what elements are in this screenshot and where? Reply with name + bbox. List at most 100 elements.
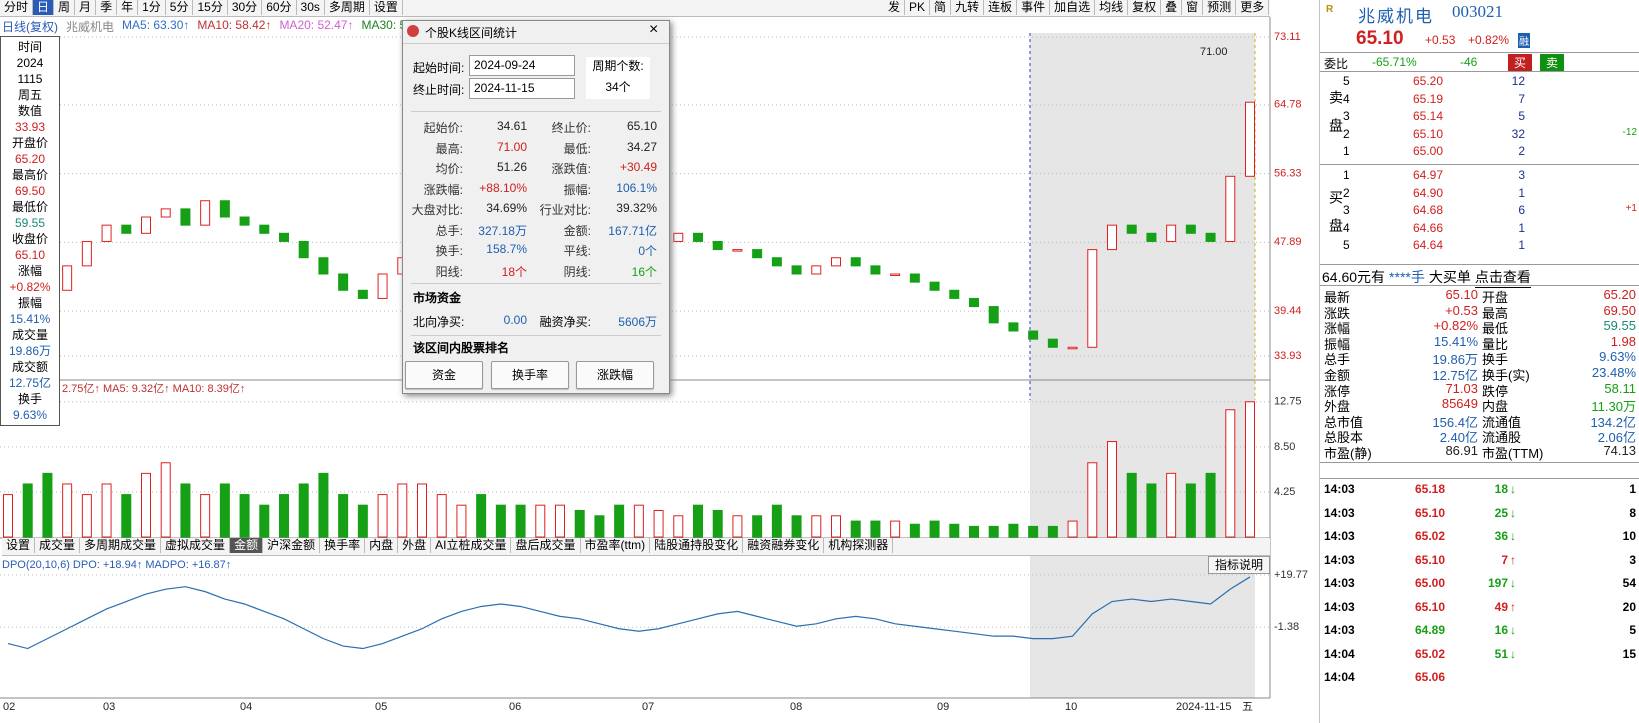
toolbar-button[interactable]: 5分 bbox=[166, 0, 194, 15]
dialog-sep bbox=[411, 111, 661, 112]
toolbar-button[interactable]: 事件 bbox=[1017, 0, 1051, 15]
x-tick-label: 07 bbox=[642, 701, 654, 713]
toolbar-button[interactable]: 30分 bbox=[228, 0, 263, 15]
y-tick-label: 8.50 bbox=[1274, 441, 1295, 453]
candle bbox=[219, 200, 230, 218]
dialog-button[interactable]: 资金 bbox=[405, 361, 483, 389]
tab[interactable]: 外盘 bbox=[398, 538, 432, 553]
candle bbox=[160, 208, 171, 218]
info-line: 时间 bbox=[17, 40, 42, 54]
tab[interactable]: 设置 bbox=[2, 538, 36, 553]
dialog-button[interactable]: 换手率 bbox=[491, 361, 569, 389]
book-vol: 5 bbox=[1518, 109, 1525, 123]
tick-num: 10 bbox=[1622, 529, 1636, 543]
toolbar-button[interactable]: 发 bbox=[884, 0, 906, 15]
candle bbox=[870, 265, 881, 275]
date-input[interactable]: 2024-11-15 bbox=[469, 78, 575, 99]
info-line: 19.86万 bbox=[8, 344, 52, 358]
toolbar-button[interactable]: 日 bbox=[33, 0, 55, 15]
stat-value: 71.00 bbox=[496, 139, 527, 154]
toolbar-button[interactable]: 复权 bbox=[1128, 0, 1162, 15]
toolbar-button[interactable]: 九转 bbox=[951, 0, 985, 15]
stat-label: 总手: bbox=[435, 223, 463, 238]
book-change: -12 bbox=[1622, 126, 1637, 138]
sep bbox=[1320, 71, 1639, 72]
y-tick-label: 39.44 bbox=[1274, 305, 1302, 317]
info-line: 15.41% bbox=[9, 312, 51, 326]
book-vol: 7 bbox=[1518, 91, 1525, 106]
toolbar-button[interactable]: 简 bbox=[930, 0, 952, 15]
indicator-help[interactable]: 指标说明 bbox=[1208, 556, 1271, 574]
tab[interactable]: 虚拟成交量 bbox=[161, 538, 231, 553]
candle bbox=[180, 208, 191, 226]
toolbar-button[interactable]: 叠 bbox=[1161, 0, 1183, 15]
toolbar-button[interactable]: 分时 bbox=[0, 0, 34, 15]
toolbar-button[interactable]: 预测 bbox=[1203, 0, 1237, 15]
toolbar-button[interactable]: 60分 bbox=[262, 0, 297, 15]
toolbar-button[interactable]: 月 bbox=[75, 0, 97, 15]
candle bbox=[1245, 101, 1255, 177]
sell-button[interactable]: 卖 bbox=[1540, 54, 1564, 71]
tab[interactable]: 盘后成交量 bbox=[511, 538, 581, 553]
tab[interactable]: 沪深金额 bbox=[263, 538, 321, 553]
info-line: 65.10 bbox=[14, 248, 46, 262]
volume-bar bbox=[259, 504, 270, 538]
volume-bar bbox=[279, 494, 289, 538]
tab[interactable]: AI立桩成交量 bbox=[431, 538, 512, 553]
tab[interactable]: 融资融券变化 bbox=[743, 538, 825, 553]
toolbar-button[interactable]: 30s bbox=[297, 0, 325, 15]
label: 融资净买: bbox=[539, 315, 591, 329]
volume-bar bbox=[219, 483, 230, 538]
volume-bar bbox=[200, 494, 211, 538]
toolbar-button[interactable]: 季 bbox=[96, 0, 118, 15]
tick-arrow: ↑ bbox=[1510, 599, 1516, 614]
tab[interactable]: 市盈率(ttm) bbox=[581, 538, 651, 553]
volume-bar bbox=[693, 504, 703, 538]
toolbar-button[interactable]: 连板 bbox=[984, 0, 1018, 15]
stat-label: 市盈(静) bbox=[1324, 446, 1372, 461]
stat-value: 0个 bbox=[638, 244, 657, 258]
volume-bar bbox=[988, 525, 999, 538]
indicator-tabs: 设置 成交量 多周期成交量 虚拟成交量 金额 沪深金额 换手率 内盘 外盘 AI立桩成交量 盘后成交… bbox=[2, 538, 1270, 556]
tab[interactable]: 金额 bbox=[230, 538, 264, 553]
info-line: 65.20 bbox=[14, 152, 46, 166]
buy-button[interactable]: 买 bbox=[1508, 54, 1532, 71]
date-input[interactable]: 2024-09-24 bbox=[469, 55, 575, 76]
tab[interactable]: 内盘 bbox=[365, 538, 399, 553]
stat-value: 69.50 bbox=[1603, 302, 1636, 318]
toolbar-button[interactable]: 更多 bbox=[1236, 0, 1270, 15]
toolbar-button[interactable]: 15分 bbox=[193, 0, 228, 15]
range-shade bbox=[1030, 33, 1255, 698]
toolbar-button[interactable]: 均线 bbox=[1095, 0, 1129, 15]
tab[interactable]: 换手率 bbox=[320, 538, 366, 553]
stat-label: 涨跌幅: bbox=[423, 182, 463, 197]
tick-time: 14:03 bbox=[1324, 482, 1355, 496]
tick-price: 65.06 bbox=[1414, 670, 1445, 684]
tick-num: 5 bbox=[1629, 623, 1636, 637]
info-line: 最高价 bbox=[11, 168, 48, 182]
toolbar-button[interactable]: 1分 bbox=[138, 0, 166, 15]
side-label: 卖盘 bbox=[1328, 90, 1344, 146]
info-line: 收盘价 bbox=[11, 232, 48, 246]
candle bbox=[831, 257, 841, 267]
toolbar-button[interactable]: 窗 bbox=[1182, 0, 1204, 15]
dialog-close[interactable]: × bbox=[649, 21, 659, 38]
candle bbox=[752, 249, 763, 259]
toolbar-button[interactable]: 多周期 bbox=[325, 0, 370, 15]
candle bbox=[239, 216, 250, 226]
tab[interactable]: 成交量 bbox=[35, 538, 81, 553]
tab[interactable]: 陆股通持股变化 bbox=[650, 538, 744, 553]
toolbar-button[interactable]: 周 bbox=[54, 0, 76, 15]
stat-value: 9.63% bbox=[1599, 349, 1636, 365]
tab[interactable]: 机构探测器 bbox=[824, 538, 894, 553]
toolbar-button[interactable]: 加自选 bbox=[1050, 0, 1096, 15]
toolbar-button[interactable]: PK bbox=[905, 0, 931, 15]
volume-bar bbox=[555, 504, 565, 538]
book-vol: 6 bbox=[1518, 203, 1525, 217]
volume-bar bbox=[397, 483, 408, 538]
toolbar-button[interactable]: 年 bbox=[117, 0, 139, 15]
tab[interactable]: 多周期成交量 bbox=[80, 538, 162, 553]
stat-label: 外盘 bbox=[1324, 399, 1351, 415]
toolbar-button[interactable]: 设置 bbox=[370, 0, 403, 15]
dialog-button[interactable]: 涨跌幅 bbox=[576, 361, 654, 389]
